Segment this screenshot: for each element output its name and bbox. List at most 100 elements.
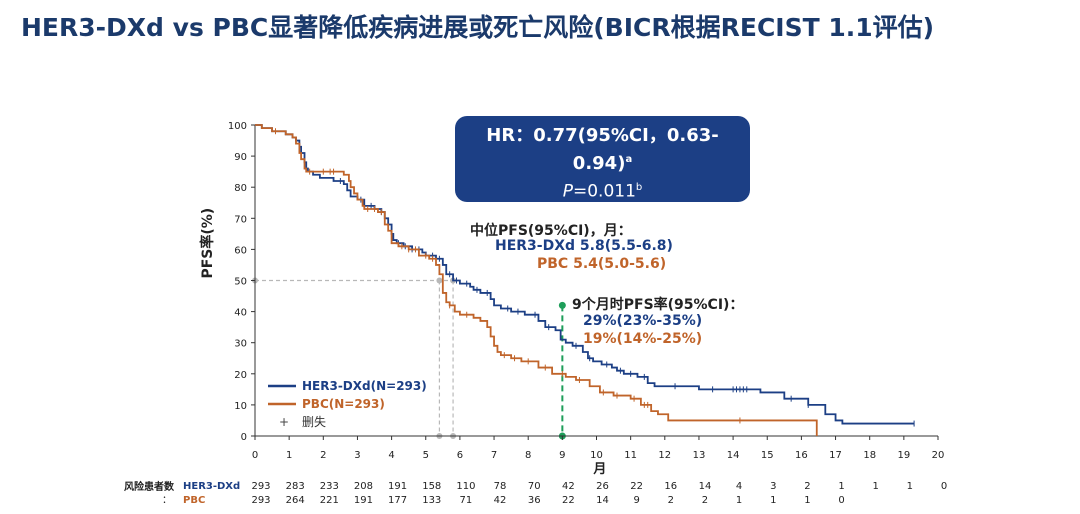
x-tick-label: 16 xyxy=(795,450,808,461)
risk-value: 0 xyxy=(941,481,947,492)
risk-value: 208 xyxy=(354,481,373,492)
y-tick-label: 80 xyxy=(234,183,247,194)
risk-value: 1 xyxy=(770,495,776,506)
x-tick-label: 2 xyxy=(320,450,326,461)
x-tick-label: 6 xyxy=(457,450,463,461)
risk-value: 177 xyxy=(388,495,407,506)
y-tick-label: 30 xyxy=(234,339,247,350)
x-tick-label: 14 xyxy=(727,450,740,461)
her3-dxd-curve xyxy=(255,124,915,425)
x-tick-label: 15 xyxy=(761,450,774,461)
risk-value: 42 xyxy=(562,481,575,492)
median-pbc: PBC 5.4(5.0-5.6) xyxy=(537,256,667,272)
censor-legend-symbol: + xyxy=(279,415,289,429)
risk-value: 78 xyxy=(494,481,507,492)
risk-value: 70 xyxy=(528,481,541,492)
pbc-curve xyxy=(255,124,818,436)
hr-line: HR：0.77(95%CI，0.63- xyxy=(486,125,719,146)
p-value-line: P=0.011b xyxy=(455,176,750,204)
median-point xyxy=(436,277,443,284)
hr-footnote-a: a xyxy=(625,154,633,165)
risk-value: 4 xyxy=(736,481,742,492)
y-tick-label: 70 xyxy=(234,214,247,225)
censor-legend-label: 删失 xyxy=(302,414,326,429)
risk-value: 9 xyxy=(633,495,639,506)
y-tick-label: 50 xyxy=(234,277,247,288)
x-tick-label: 20 xyxy=(932,450,945,461)
y-tick-label: 40 xyxy=(234,308,247,319)
nine-month-her3: 29%(23%-35%) xyxy=(583,313,703,329)
x-tick-label: 11 xyxy=(624,450,637,461)
risk-value: 2 xyxy=(668,495,674,506)
legend: HER3-DXd(N=293) PBC(N=293) + 删失 xyxy=(268,379,427,429)
risk-value: 2 xyxy=(804,481,810,492)
risk-value: 1 xyxy=(873,481,879,492)
x-tick-label: 3 xyxy=(354,450,360,461)
y-tick-label: 20 xyxy=(234,370,247,381)
x-tick-label: 17 xyxy=(829,450,842,461)
x-tick-label: 8 xyxy=(525,450,531,461)
risk-row-name: HER3-DXd xyxy=(183,481,240,492)
y-tick-label: 90 xyxy=(234,152,247,163)
risk-value: 3 xyxy=(770,481,776,492)
slide-title: HER3-DXd vs PBC显著降低疾病进展或死亡风险(BICR根据RECIS… xyxy=(21,13,935,42)
x-tick-label: 7 xyxy=(491,450,497,461)
risk-table-label: 风险患者数 xyxy=(124,480,175,493)
y-tick-label: 100 xyxy=(228,121,247,132)
risk-value: 22 xyxy=(630,481,643,492)
risk-value: 1 xyxy=(804,495,810,506)
x-tick-label: 13 xyxy=(693,450,706,461)
median-heading: 中位PFS(95%CI)，月： xyxy=(470,223,632,239)
risk-value: 1 xyxy=(736,495,742,506)
x-tick-label: 9 xyxy=(559,450,565,461)
x-tick-label: 4 xyxy=(388,450,394,461)
risk-value: 283 xyxy=(286,481,305,492)
risk-value: 26 xyxy=(596,481,609,492)
x-tick-label: 1 xyxy=(286,450,292,461)
risk-value: 293 xyxy=(251,495,270,506)
nine-month-heading: 9个月时PFS率(95%CI)： xyxy=(572,297,744,313)
p-footnote-b: b xyxy=(635,182,643,193)
x-tick-label: 5 xyxy=(423,450,429,461)
nine-month-top-dot xyxy=(558,301,566,309)
risk-value: 1 xyxy=(838,481,844,492)
risk-table-label-colon: ： xyxy=(162,495,172,506)
series xyxy=(255,124,915,436)
risk-value: 42 xyxy=(494,495,507,506)
risk-value: 2 xyxy=(702,495,708,506)
risk-value: 36 xyxy=(528,495,541,506)
hr-ci-text: 0.94) xyxy=(572,153,626,174)
risk-value: 14 xyxy=(596,495,609,506)
y-tick-label: 60 xyxy=(234,245,247,256)
risk-value: 110 xyxy=(456,481,475,492)
risk-value: 14 xyxy=(699,481,712,492)
risk-value: 0 xyxy=(838,495,844,506)
legend-label: HER3-DXd(N=293) xyxy=(302,379,427,393)
risk-value: 293 xyxy=(251,481,270,492)
y-tick-label: 10 xyxy=(234,401,247,412)
x-tick-label: 0 xyxy=(252,450,258,461)
risk-value: 16 xyxy=(664,481,677,492)
risk-value: 158 xyxy=(422,481,441,492)
risk-value: 22 xyxy=(562,495,575,506)
risk-value: 191 xyxy=(354,495,373,506)
legend-label: PBC(N=293) xyxy=(302,397,385,411)
p-label: P xyxy=(562,181,573,202)
hr-box: HR：0.77(95%CI，0.63- 0.94)a P=0.011b xyxy=(455,116,750,202)
risk-value: 71 xyxy=(460,495,473,506)
x-tick-label: 12 xyxy=(658,450,671,461)
risk-value: 1 xyxy=(907,481,913,492)
risk-row-name: PBC xyxy=(183,495,205,506)
hr-ci-line: 0.94)a xyxy=(455,148,750,176)
median-her3: HER3-DXd 5.8(5.5-6.8) xyxy=(495,238,673,254)
p-value: =0.011 xyxy=(572,181,636,202)
risk-value: 233 xyxy=(320,481,339,492)
x-tick-label: 19 xyxy=(897,450,910,461)
x-tick-label: 18 xyxy=(863,450,876,461)
nine-month-pbc: 19%(14%-25%) xyxy=(583,331,703,347)
risk-table: 风险患者数：HER3-DXd 293 283 233 208 191 158 110 78 70 4… xyxy=(124,480,947,506)
y-axis-label: PFS率(%) xyxy=(199,208,216,279)
x-axis-label: 月 xyxy=(592,462,606,477)
